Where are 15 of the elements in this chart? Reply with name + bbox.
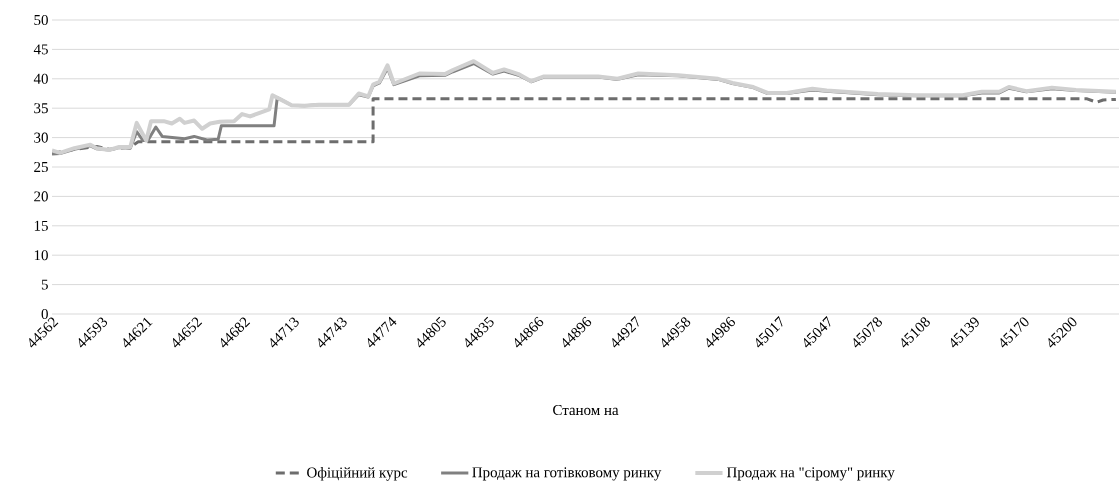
y-tick-label: 30 (34, 132, 48, 143)
legend-label: Офіційний курс (307, 467, 408, 481)
y-tick-label: 35 (34, 103, 48, 114)
y-tick-label: 45 (33, 44, 48, 55)
y-tick-label: 5 (41, 279, 48, 290)
y-tick-label: 40 (33, 73, 48, 84)
y-tick-label: 10 (34, 250, 48, 261)
legend-label: Продаж на "сірому" ринку (726, 467, 895, 481)
y-tick-label: 20 (34, 191, 48, 202)
y-tick-label: 0 (41, 308, 48, 320)
x-axis-title: Станом на (553, 404, 619, 416)
y-tick-label: 15 (34, 220, 48, 231)
legend-label: Продаж на готівковому ринку (472, 467, 662, 481)
y-tick-label: 50 (34, 14, 48, 26)
y-tick-label: 25 (34, 161, 48, 173)
